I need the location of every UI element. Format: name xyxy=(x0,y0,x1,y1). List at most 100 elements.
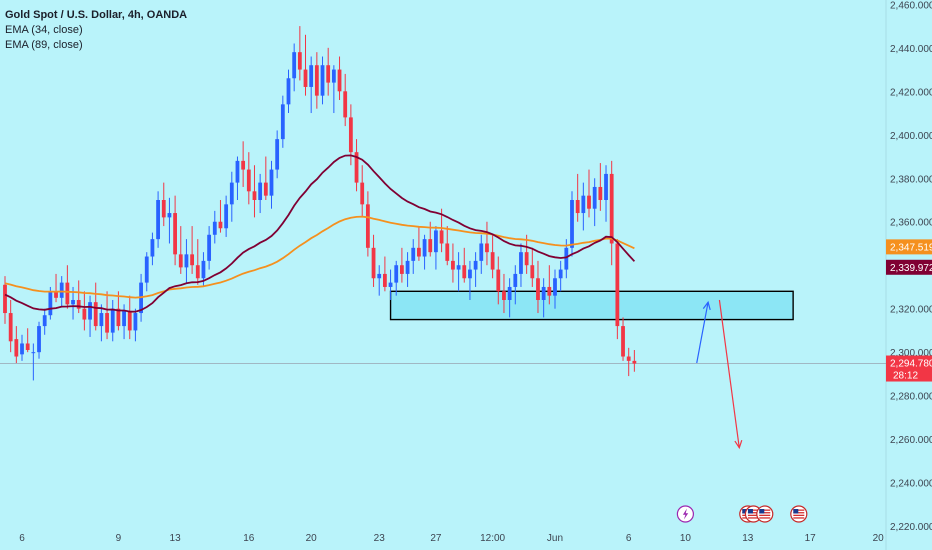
lightning-bolt-glyph xyxy=(682,508,689,520)
candle-body xyxy=(207,234,212,261)
ema34-legend: EMA (34, close) xyxy=(5,24,83,36)
candle-body xyxy=(337,69,342,92)
candle-body xyxy=(598,186,603,200)
y-tick-label: 2,240.000 xyxy=(890,479,932,490)
chart-title: Gold Spot / U.S. Dollar, 4h, OANDA xyxy=(5,9,188,21)
price-tag-value: 2,339.972 xyxy=(890,263,932,274)
candle-body xyxy=(536,278,540,300)
candle-body xyxy=(314,65,319,96)
candle-body xyxy=(93,302,98,327)
ema89-line xyxy=(4,215,635,299)
candle-body xyxy=(575,200,580,214)
flag-stripe xyxy=(747,512,759,514)
candle-body xyxy=(621,326,625,357)
candle-body xyxy=(184,254,189,268)
candle-body xyxy=(156,200,160,240)
candle-body xyxy=(564,247,569,270)
support-zone-rectangle[interactable] xyxy=(389,290,794,321)
flag-stripe xyxy=(759,512,771,514)
y-tick-label: 2,400.000 xyxy=(890,131,932,142)
candle-body xyxy=(144,256,149,283)
projection-arrow-up[interactable] xyxy=(696,302,709,364)
ema34-line xyxy=(4,154,636,313)
candle-body xyxy=(122,310,126,327)
candle-body xyxy=(212,221,217,235)
candle-body xyxy=(513,273,518,287)
candle-body xyxy=(485,243,489,253)
candle-body xyxy=(490,252,495,270)
candle-body xyxy=(99,313,104,327)
candle-body xyxy=(297,52,302,70)
candle-body xyxy=(615,243,620,327)
candle-body xyxy=(235,160,240,183)
candle-body xyxy=(331,69,336,83)
candle-body xyxy=(178,254,183,268)
candle-body xyxy=(25,343,30,350)
y-tick-label: 2,260.000 xyxy=(890,435,932,446)
candle-body xyxy=(31,352,36,354)
y-tick-label: 2,220.000 xyxy=(890,522,932,533)
candle-body xyxy=(365,204,370,248)
projection-arrow-down[interactable] xyxy=(718,299,740,448)
candle-body xyxy=(581,195,586,214)
candle-body xyxy=(343,91,348,118)
arrow-down-head xyxy=(734,440,743,450)
candle-body xyxy=(292,52,297,79)
candle-body xyxy=(439,230,444,244)
arrow-up-head xyxy=(702,300,711,311)
candle-body xyxy=(382,273,387,287)
y-tick-label: 2,280.000 xyxy=(890,392,932,403)
x-tick-label: 20 xyxy=(873,533,885,544)
y-tick-label: 2,440.000 xyxy=(890,44,932,55)
candle-body xyxy=(320,65,325,96)
candle-body xyxy=(354,152,359,183)
flag-canton xyxy=(759,509,765,514)
x-tick-label: 13 xyxy=(742,533,754,544)
x-tick-label: 17 xyxy=(805,533,817,544)
us-flag-event-icon[interactable] xyxy=(756,505,774,523)
candle-body xyxy=(541,286,546,300)
flag-canton xyxy=(793,509,799,514)
candle-body xyxy=(632,360,637,364)
candle-body xyxy=(263,182,268,196)
y-tick-label: 2,320.000 xyxy=(890,305,932,316)
candle-body xyxy=(275,139,280,170)
x-tick-label: 10 xyxy=(680,533,692,544)
candle-body xyxy=(360,182,365,205)
candle-body xyxy=(609,173,614,244)
candle-body xyxy=(502,291,506,300)
candle-body xyxy=(473,260,478,270)
candle-body xyxy=(224,204,229,229)
x-tick-label: 12:00 xyxy=(480,533,505,544)
candle-body xyxy=(71,300,75,305)
candle-body xyxy=(195,265,200,279)
price-tag xyxy=(886,259,932,275)
flag-stripe xyxy=(793,512,805,514)
y-tick-label: 2,420.000 xyxy=(890,87,932,98)
flag-stripe xyxy=(747,514,759,516)
candle-body xyxy=(229,182,234,205)
candle-body xyxy=(105,313,109,333)
y-tick-label: 2,380.000 xyxy=(890,174,932,185)
x-tick-label: 16 xyxy=(243,533,255,544)
y-tick-label: 2,300.000 xyxy=(890,348,932,359)
flag-stripe xyxy=(793,509,805,511)
flag-canton xyxy=(742,509,748,514)
candle-body xyxy=(218,221,223,229)
price-tag-value: 2,347.519 xyxy=(890,242,932,253)
us-flag-event-icon[interactable] xyxy=(790,505,808,523)
flag-stripe xyxy=(747,509,759,511)
candle-body xyxy=(167,213,172,218)
candle-body xyxy=(303,69,308,87)
candle-body xyxy=(88,302,92,320)
y-tick-label: 2,360.000 xyxy=(890,218,932,229)
candle-body xyxy=(241,160,246,170)
candle-body xyxy=(8,313,13,342)
candle-body xyxy=(161,200,166,218)
x-tick-label: 6 xyxy=(19,533,25,544)
x-tick-label: 13 xyxy=(170,533,182,544)
price-tag xyxy=(886,355,932,382)
candle-body xyxy=(468,269,472,279)
candle-body xyxy=(388,282,393,287)
